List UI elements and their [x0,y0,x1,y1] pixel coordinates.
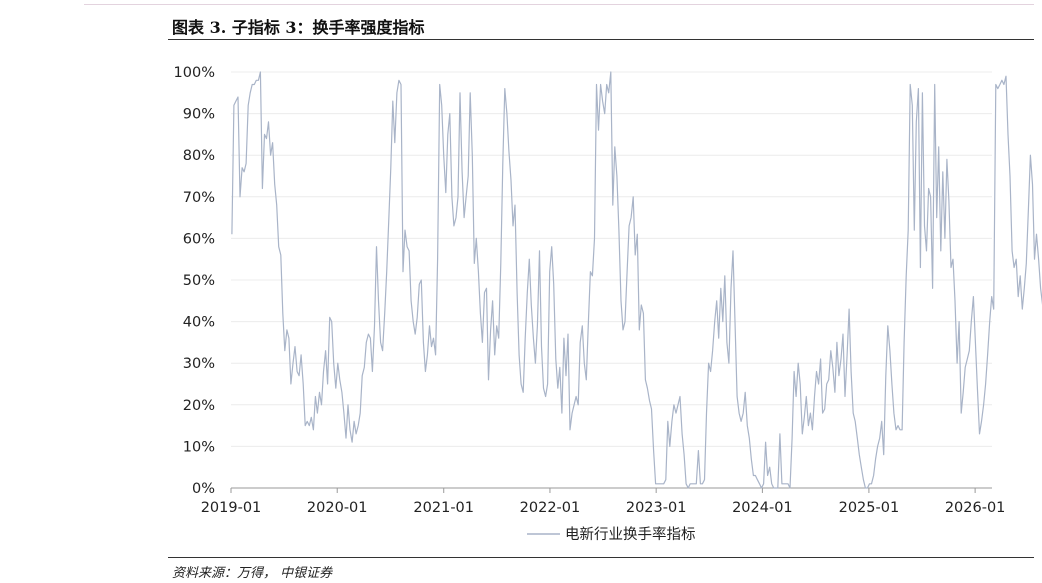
y-tick-label: 80% [183,148,215,164]
source-note: 资料来源：万得， 中银证券 [172,566,333,581]
x-tick-label: 2022-01 [520,500,581,516]
series-line [231,71,1042,489]
x-tick-label: 2020-01 [307,500,368,516]
y-tick-label: 90% [183,107,215,123]
x-tick-label: 2019-01 [201,500,262,516]
y-tick-label: 10% [183,439,215,455]
x-tick-label: 2023-01 [626,500,687,516]
bottom-divider [168,557,1034,558]
y-tick-label: 40% [183,315,215,331]
y-tick-label: 0% [192,481,215,497]
x-tick-label: 2026-01 [945,500,1006,516]
top-divider [84,4,1034,5]
x-tick-label: 2025-01 [839,500,900,516]
y-tick-label: 70% [183,190,215,206]
y-tick-label: 20% [183,398,215,414]
y-tick-label: 50% [183,273,215,289]
y-axis-labels: 0% 10% 20% 30% 40% 50% 60% 70% 80% 90% 100% [174,65,215,497]
x-tick-label: 2024-01 [732,500,793,516]
figure-title: 图表 3. 子指标 3：换手率强度指标 [172,18,425,37]
legend: 电新行业换手率指标 [527,526,696,543]
title-divider [168,39,1034,40]
x-tick-label: 2021-01 [413,500,474,516]
y-tick-label: 60% [183,231,215,247]
x-axis-ticks [230,488,976,493]
x-axis-labels: 2019-01 2020-01 2021-01 2022-01 2023-01 2024-… [201,500,1006,516]
legend-label: 电新行业换手率指标 [565,526,696,543]
y-tick-label: 30% [183,356,215,372]
y-tick-label: 100% [174,65,215,81]
